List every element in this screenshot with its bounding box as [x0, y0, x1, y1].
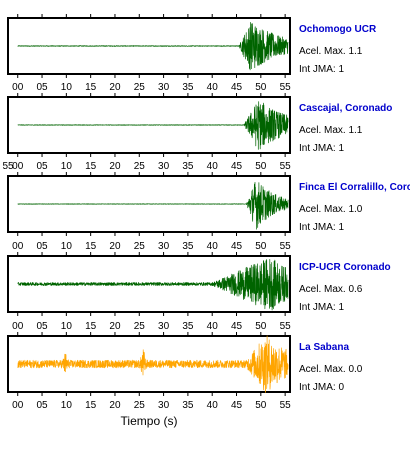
x-tick-label: 00 [12, 241, 24, 252]
x-axis-label: Tiempo (s) [121, 414, 178, 428]
x-tick-label: 50 [255, 82, 267, 93]
x-tick-label: 50 [255, 241, 267, 252]
station-name: Finca El Corralillo, Coronado [299, 182, 410, 193]
x-tick-label: 20 [109, 82, 121, 93]
x-tick-label: 05 [36, 400, 48, 411]
x-tick-label: 30 [158, 82, 170, 93]
x-tick-label: 35 [182, 400, 194, 411]
jma-intensity-label: Int JMA: 0 [299, 382, 344, 393]
panel-frame [7, 17, 291, 75]
x-tick-label: 55 [2, 161, 14, 172]
x-tick-label: 05 [36, 321, 48, 332]
x-tick-label: 20 [109, 161, 121, 172]
jma-intensity-label: Int JMA: 1 [299, 222, 344, 233]
x-tick-label: 10 [61, 82, 73, 93]
station-name: ICP-UCR Coronado [299, 262, 391, 273]
x-tick-label: 35 [182, 321, 194, 332]
x-tick-label: 40 [207, 161, 219, 172]
x-tick-label: 35 [182, 82, 194, 93]
waveform-trace [17, 335, 289, 393]
x-tick-label: 45 [231, 321, 243, 332]
x-tick-label: 45 [231, 400, 243, 411]
x-tick-label: 20 [109, 241, 121, 252]
x-tick-label: 00 [12, 82, 24, 93]
waveform-trace [17, 22, 289, 71]
x-tick-label: 15 [85, 241, 97, 252]
x-tick-label: 40 [207, 321, 219, 332]
x-tick-label: 00 [12, 400, 24, 411]
panel-frame [7, 255, 291, 313]
x-tick-label: 10 [61, 241, 73, 252]
x-tick-label: 30 [158, 400, 170, 411]
x-tick-label: 45 [231, 82, 243, 93]
x-tick-label: 00 [12, 321, 24, 332]
x-tick-label: 55 [280, 241, 292, 252]
waveform-trace [17, 182, 289, 230]
x-tick-label: 10 [61, 161, 73, 172]
x-tick-label: 55 [280, 400, 292, 411]
x-tick-label: 15 [85, 82, 97, 93]
x-tick-label: 35 [182, 241, 194, 252]
x-tick-label: 25 [134, 400, 146, 411]
x-tick-label: 45 [231, 161, 243, 172]
x-tick-label: 10 [61, 400, 73, 411]
panel-frame [7, 96, 291, 154]
jma-intensity-label: Int JMA: 1 [299, 302, 344, 313]
x-tick-label: 25 [134, 161, 146, 172]
x-tick-label: 25 [134, 241, 146, 252]
x-tick-label: 55 [280, 161, 292, 172]
x-tick-label: 30 [158, 161, 170, 172]
x-tick-label: 35 [182, 161, 194, 172]
acel-max-label: Acel. Max. 0.0 [299, 364, 363, 375]
x-tick-label: 30 [158, 321, 170, 332]
x-tick-label: 40 [207, 400, 219, 411]
station-name: Ochomogo UCR [299, 24, 377, 35]
panel-frame [7, 175, 291, 233]
x-tick-label: 15 [85, 321, 97, 332]
jma-intensity-label: Int JMA: 1 [299, 64, 344, 75]
acel-max-label: Acel. Max. 1.1 [299, 125, 363, 136]
x-tick-label: 55 [280, 82, 292, 93]
waveform-trace [17, 259, 289, 311]
station-name: La Sabana [299, 342, 349, 353]
x-tick-label: 20 [109, 400, 121, 411]
x-tick-label: 15 [85, 161, 97, 172]
x-tick-label: 50 [255, 161, 267, 172]
x-tick-label: 05 [36, 82, 48, 93]
x-tick-label: 10 [61, 321, 73, 332]
x-tick-label: 50 [255, 321, 267, 332]
x-tick-label: 00 [12, 161, 24, 172]
x-tick-label: 15 [85, 400, 97, 411]
x-tick-label: 30 [158, 241, 170, 252]
x-tick-label: 25 [134, 321, 146, 332]
x-tick-label: 40 [207, 241, 219, 252]
acel-max-label: Acel. Max. 1.1 [299, 46, 363, 57]
acel-max-label: Acel. Max. 0.6 [299, 284, 363, 295]
x-tick-label: 05 [36, 241, 48, 252]
x-tick-label: 20 [109, 321, 121, 332]
x-tick-label: 05 [36, 161, 48, 172]
acel-max-label: Acel. Max. 1.0 [299, 204, 363, 215]
station-name: Cascajal, Coronado [299, 103, 392, 114]
waveform-trace [17, 101, 289, 150]
x-tick-label: 45 [231, 241, 243, 252]
panel-frame [7, 335, 291, 393]
x-tick-label: 55 [280, 321, 292, 332]
x-tick-label: 50 [255, 400, 267, 411]
x-tick-label: 25 [134, 82, 146, 93]
x-tick-label: 40 [207, 82, 219, 93]
jma-intensity-label: Int JMA: 1 [299, 143, 344, 154]
